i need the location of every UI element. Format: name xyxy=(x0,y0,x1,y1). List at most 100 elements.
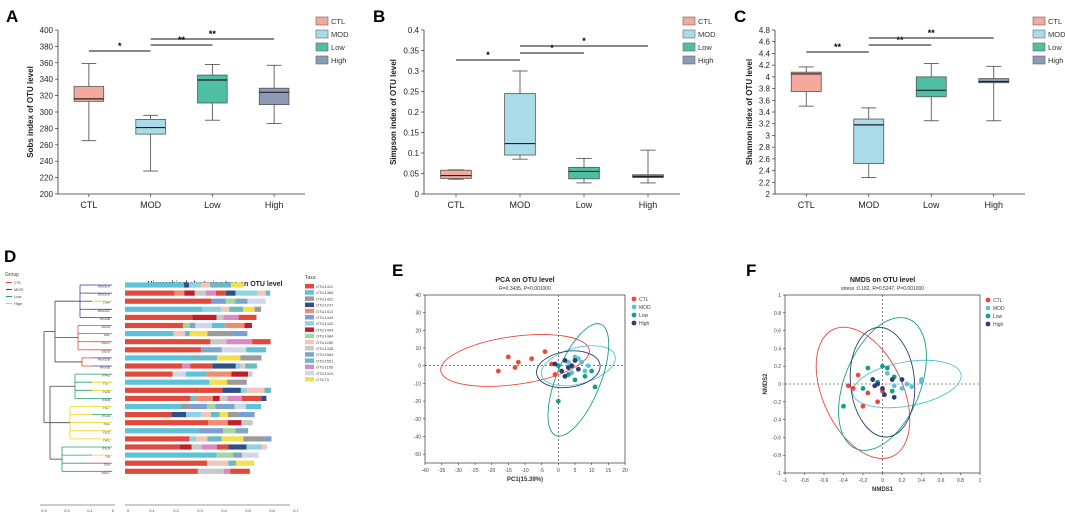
stacked-segment xyxy=(125,331,174,337)
legend-swatch-mod xyxy=(682,29,696,39)
legend-swatch-ctl xyxy=(315,16,329,26)
x-tick-label: Low xyxy=(204,200,221,210)
box-low xyxy=(197,74,228,104)
stacked-segment xyxy=(264,436,272,442)
y-tick-label: 0.4 xyxy=(408,26,420,35)
y-tick-label: 360 xyxy=(40,59,54,68)
y-tick-label: 0.2 xyxy=(774,364,781,370)
legend-label: Low xyxy=(639,313,649,319)
box-ctl xyxy=(73,86,105,102)
stacked-segment xyxy=(125,452,217,458)
point-high xyxy=(559,368,565,374)
plot-title: NMDS on OTU level xyxy=(850,277,915,284)
y-tick-label: 0.05 xyxy=(403,170,419,179)
x-tick-label: MOD xyxy=(140,200,161,210)
legend-label: MOD xyxy=(1048,30,1065,39)
stacked-segment xyxy=(171,412,187,418)
legend-dot-high xyxy=(631,320,637,326)
taxa-label: OTU1438 xyxy=(316,346,334,351)
y-tick-label: 3.4 xyxy=(759,108,771,117)
panel-label-E: E xyxy=(392,261,403,280)
stacked-segment xyxy=(230,468,250,474)
stacked-segment xyxy=(207,460,229,466)
plot-subtitle: R=0.3435, P=0.001000 xyxy=(499,286,551,292)
legend-dot-low xyxy=(985,313,991,319)
stacked-segment xyxy=(238,314,257,320)
plot-title: PCA on OTU level xyxy=(495,277,554,284)
y-tick-label: 4.4 xyxy=(759,49,771,58)
stacked-segment xyxy=(232,331,248,337)
stacked-segment xyxy=(125,412,172,418)
sample-label: ctl33 xyxy=(102,324,111,329)
legend-label: High xyxy=(698,56,713,65)
stacked-segment xyxy=(226,339,253,345)
stacked-segment xyxy=(230,282,244,288)
sample-label: h22 xyxy=(103,429,110,434)
confidence-ellipse-high xyxy=(536,350,601,389)
y-tick-label: 0.3 xyxy=(408,67,420,76)
stacked-segment xyxy=(234,403,246,410)
stacked-segment xyxy=(246,387,265,393)
x-tick-label: 0.7 xyxy=(293,508,299,513)
point-ctl xyxy=(512,365,518,370)
y-tick-label: 320 xyxy=(40,92,54,101)
x-tick-label: CTL xyxy=(80,200,97,210)
x-tick-label: Low xyxy=(923,200,940,210)
stacked-segment xyxy=(257,290,266,296)
stacked-segment xyxy=(125,460,208,466)
stacked-segment xyxy=(195,395,213,401)
stacked-segment xyxy=(195,322,212,329)
point-ctl xyxy=(549,361,555,367)
point-high xyxy=(562,373,568,379)
point-low xyxy=(880,363,885,369)
y-tick-label: 2.2 xyxy=(759,178,771,187)
stacked-segment xyxy=(172,371,186,377)
group-legend-title: Group xyxy=(5,272,19,278)
legend-swatch-high xyxy=(315,55,329,65)
x-tick-label: High xyxy=(265,200,284,210)
stacked-segment xyxy=(217,444,229,450)
stacked-segment xyxy=(184,290,195,296)
y-axis-label: Simpson index of OTU level xyxy=(389,59,398,165)
sample-label: mod14 xyxy=(98,284,111,289)
point-ctl xyxy=(529,356,535,362)
y-tick-label: -0.2 xyxy=(772,400,781,406)
legend-label: High xyxy=(331,56,346,65)
x-tick-label: High xyxy=(984,200,1003,210)
stacked-segment xyxy=(200,347,222,353)
y-tick-label: 0 xyxy=(778,382,781,388)
legend-label: MOD xyxy=(993,306,1005,312)
box-low xyxy=(568,166,600,180)
y-tick-label: 240 xyxy=(40,157,54,166)
stacked-segment xyxy=(217,355,241,361)
point-high xyxy=(889,377,895,382)
x-tick-label: 0.6 xyxy=(269,508,275,513)
point-ctl xyxy=(855,372,861,378)
y-tick-label: 4.2 xyxy=(759,61,771,70)
stacked-segment xyxy=(223,468,231,474)
sample-label: m35 xyxy=(102,413,111,418)
sample-label: h27 xyxy=(103,381,110,386)
stacked-segment xyxy=(173,331,185,337)
point-low xyxy=(589,368,595,374)
x-tick-label: -1 xyxy=(783,478,788,484)
taxa-swatch xyxy=(305,302,314,308)
taxa-label: OTU1444 xyxy=(316,315,334,320)
x-tick-label: CTL xyxy=(798,200,815,210)
stacked-segment xyxy=(265,290,271,296)
stacked-segment xyxy=(125,306,202,312)
stacked-segment xyxy=(189,322,196,329)
y-tick-label: 0.35 xyxy=(403,47,419,56)
stacked-segment xyxy=(188,282,201,288)
stacked-segment xyxy=(181,403,191,410)
taxa-label: OTU1404 xyxy=(316,327,334,332)
y-tick-label: 4 xyxy=(766,73,771,82)
stacked-segment xyxy=(235,290,258,296)
y-tick-label: 0 xyxy=(418,364,421,370)
x-tick-label: 15 xyxy=(606,468,612,474)
stacked-segment xyxy=(209,379,228,385)
stacked-segment xyxy=(231,371,249,377)
taxa-legend-title: Taxa xyxy=(305,275,316,281)
x-tick-label: 0.1 xyxy=(149,508,155,513)
sample-label: ctl21 xyxy=(102,340,111,345)
